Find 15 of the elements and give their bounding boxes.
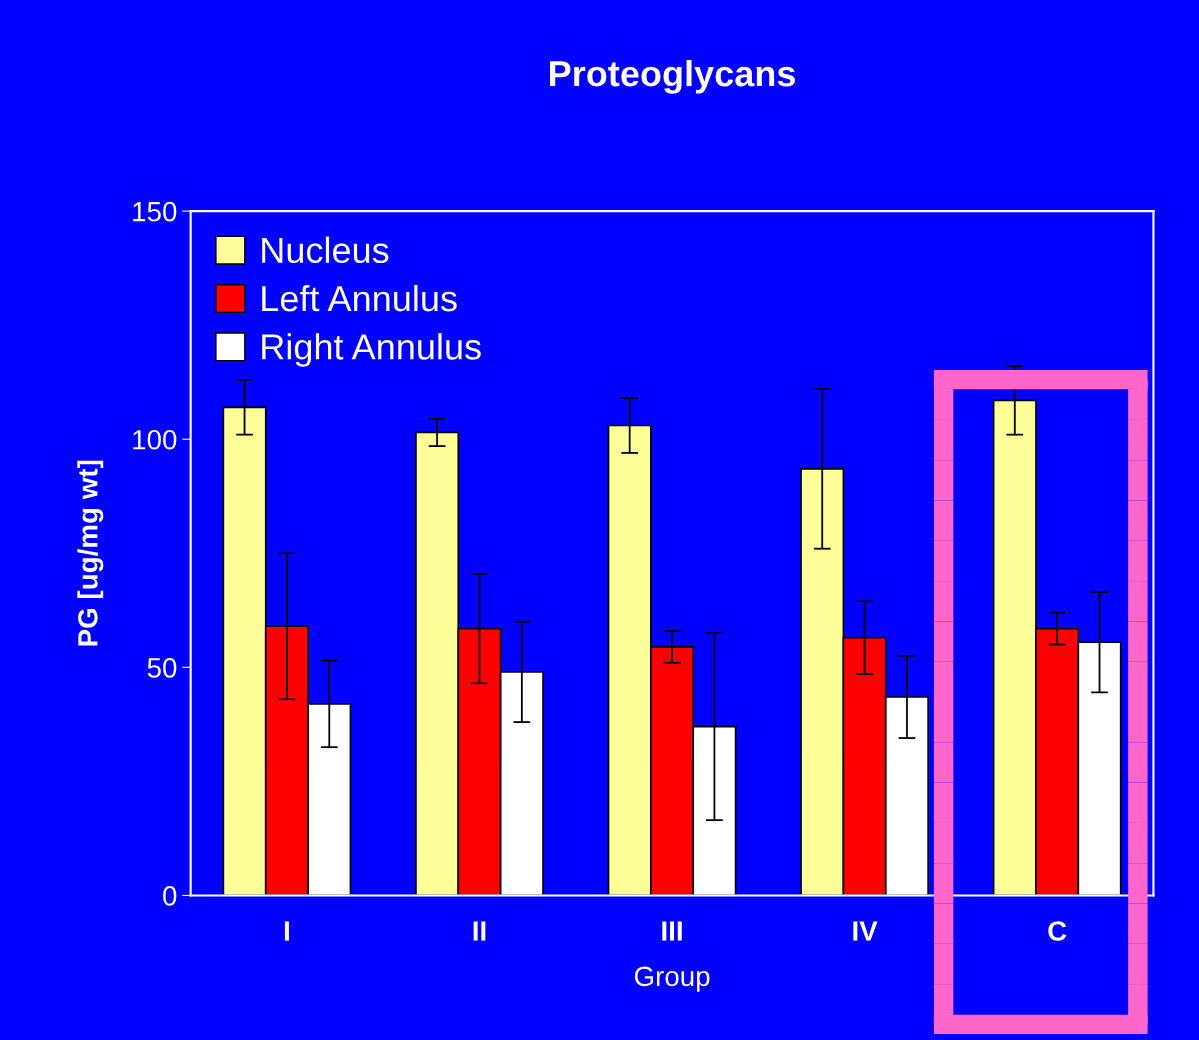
x-tick-label: C: [1048, 921, 1067, 941]
x-tick-label: II: [473, 921, 486, 941]
y-tick-label: 0: [163, 886, 177, 906]
y-tick-label: 100: [133, 429, 177, 450]
legend-label: Nucleus: [262, 236, 389, 264]
x-tick-label: I: [284, 921, 289, 941]
x-axis-title: Group: [634, 966, 710, 992]
y-axis-title: PG [ug/mg wt]: [77, 460, 104, 646]
x-tick-label: III: [662, 921, 682, 941]
chart-title: Proteoglycans: [550, 59, 795, 94]
y-tick-label: 150: [133, 201, 177, 222]
y-tick-label: 50: [147, 658, 177, 678]
legend-label: Right Annulus: [262, 333, 481, 367]
legend-label: Left Annulus: [262, 284, 457, 312]
x-tick-label: IV: [853, 921, 878, 941]
